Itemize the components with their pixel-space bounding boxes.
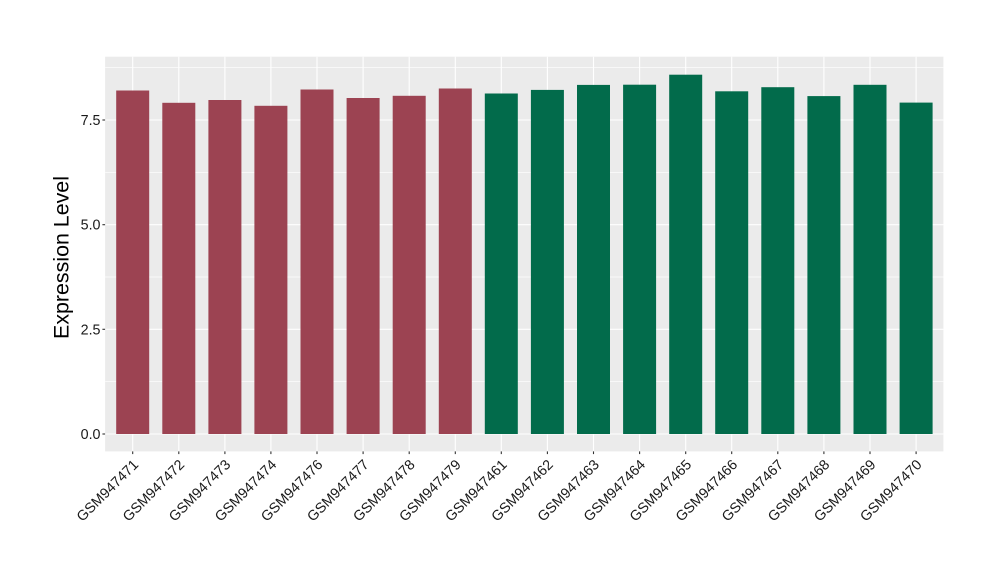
svg-text:2.5: 2.5 xyxy=(81,322,101,338)
svg-text:7.5: 7.5 xyxy=(81,113,101,129)
svg-text:0.0: 0.0 xyxy=(81,427,101,443)
svg-text:5.0: 5.0 xyxy=(81,218,101,234)
svg-text:Expression Level: Expression Level xyxy=(49,176,73,339)
